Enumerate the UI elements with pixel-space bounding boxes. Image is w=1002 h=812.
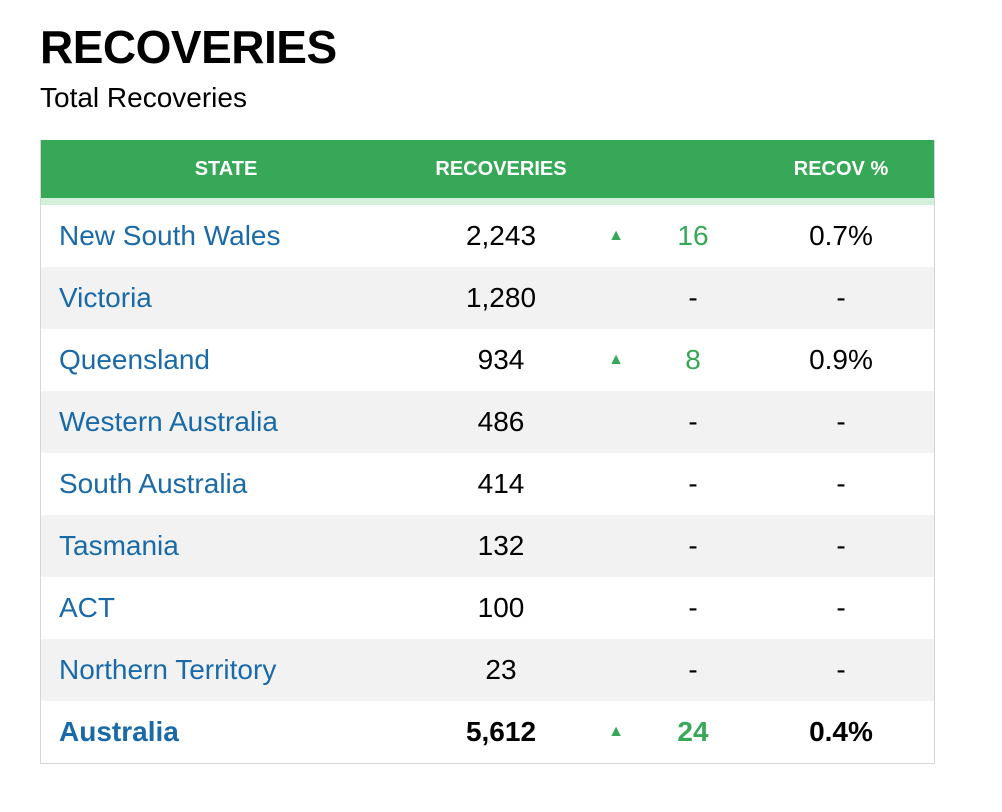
state-link-south-australia[interactable]: South Australia <box>59 468 248 499</box>
recoveries-change: - <box>688 654 698 685</box>
recoveries-value: 1,280 <box>465 282 537 313</box>
recoveries-percent: - <box>836 530 846 561</box>
state-link-northern-territory[interactable]: Northern Territory <box>59 654 277 685</box>
recoveries-value: 934 <box>477 344 525 375</box>
column-header-state[interactable]: STATE <box>194 158 258 180</box>
table-row: Queensland 934 ▲ 8 0.9% <box>41 329 934 391</box>
table-row: Victoria 1,280 - - <box>41 267 934 329</box>
recoveries-change: - <box>688 592 698 623</box>
recoveries-value: 414 <box>477 468 525 499</box>
recoveries-change: 8 <box>685 344 701 375</box>
recoveries-change: - <box>688 282 698 313</box>
recoveries-change: - <box>688 406 698 437</box>
recoveries-value: 5,612 <box>465 716 537 747</box>
column-header-recoveries[interactable]: RECOVERIES <box>435 158 567 180</box>
recoveries-percent: - <box>836 592 846 623</box>
recoveries-percent: - <box>836 654 846 685</box>
recoveries-value: 2,243 <box>465 220 537 251</box>
change-indicator <box>596 391 636 453</box>
table-row: Northern Territory 23 - - <box>41 639 934 701</box>
change-indicator <box>596 639 636 701</box>
recoveries-percent: - <box>836 282 846 313</box>
recoveries-percent: 0.9% <box>809 344 873 375</box>
table-row-total: Australia 5,612 ▲ 24 0.4% <box>41 701 934 763</box>
recoveries-value: 23 <box>485 654 517 685</box>
state-link-act[interactable]: ACT <box>59 592 115 623</box>
recoveries-percent: - <box>836 468 846 499</box>
change-indicator <box>596 515 636 577</box>
state-link-new-south-wales[interactable]: New South Wales <box>59 220 281 251</box>
table-row: South Australia 414 - - <box>41 453 934 515</box>
recoveries-change: - <box>688 530 698 561</box>
recoveries-value: 132 <box>477 530 525 561</box>
state-link-tasmania[interactable]: Tasmania <box>59 530 179 561</box>
recoveries-percent: 0.4% <box>809 716 873 747</box>
recoveries-percent: - <box>836 406 846 437</box>
state-link-victoria[interactable]: Victoria <box>59 282 152 313</box>
recoveries-value: 100 <box>477 592 525 623</box>
table-row: Western Australia 486 - - <box>41 391 934 453</box>
page-subtitle: Total Recoveries <box>40 82 247 113</box>
table-row: New South Wales 2,243 ▲ 16 0.7% <box>41 205 934 267</box>
state-link-australia[interactable]: Australia <box>59 716 179 747</box>
triangle-up-icon: ▲ <box>608 723 624 740</box>
table-header: STATE RECOVERIES RECOV % <box>41 140 934 205</box>
table-row: ACT 100 - - <box>41 577 934 639</box>
recoveries-value: 486 <box>477 406 525 437</box>
page-title: RECOVERIES <box>40 21 337 73</box>
recoveries-change: - <box>688 468 698 499</box>
change-indicator <box>596 577 636 639</box>
recoveries-change: 24 <box>677 716 709 747</box>
change-indicator <box>596 453 636 515</box>
triangle-up-icon: ▲ <box>608 227 624 244</box>
change-indicator <box>596 267 636 329</box>
table-row: Tasmania 132 - - <box>41 515 934 577</box>
recoveries-table: STATE RECOVERIES RECOV % New South Wales… <box>40 140 935 764</box>
state-link-western-australia[interactable]: Western Australia <box>59 406 278 437</box>
recoveries-percent: 0.7% <box>809 220 873 251</box>
triangle-up-icon: ▲ <box>608 351 624 368</box>
column-header-recov-pct[interactable]: RECOV % <box>793 158 889 180</box>
recoveries-change: 16 <box>677 220 709 251</box>
state-link-queensland[interactable]: Queensland <box>59 344 211 375</box>
